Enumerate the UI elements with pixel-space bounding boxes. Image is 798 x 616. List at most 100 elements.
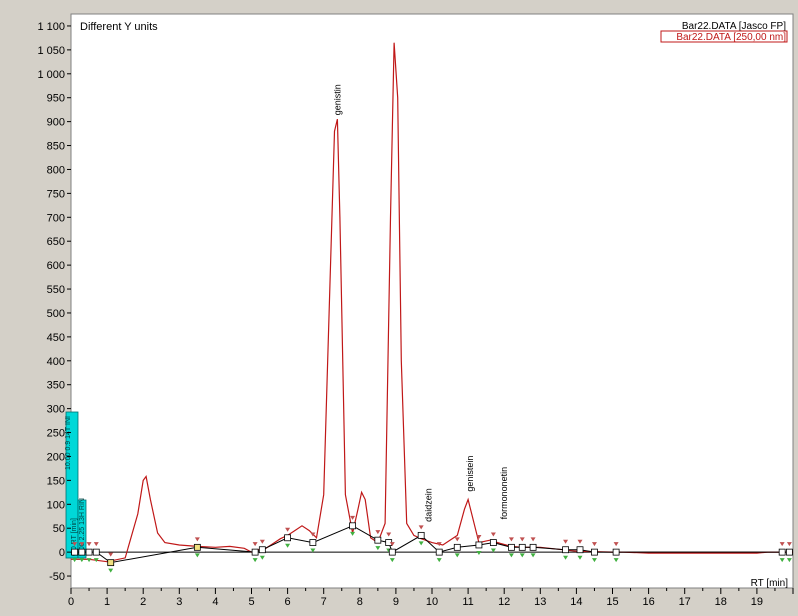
peak-marker-7[interactable] bbox=[258, 546, 266, 554]
baseline-start-marker-3 bbox=[93, 558, 99, 563]
peak-marker-25[interactable] bbox=[612, 548, 620, 556]
y-tick-label-3: 100 bbox=[47, 499, 65, 511]
baseline-start-marker-4 bbox=[108, 568, 114, 573]
peak-marker-23[interactable] bbox=[576, 546, 584, 554]
peak-marker-17[interactable] bbox=[475, 541, 483, 549]
x-tick-label-17: 17 bbox=[679, 596, 691, 608]
baseline-end-marker-14 bbox=[418, 525, 424, 530]
peak-marker-10[interactable] bbox=[349, 522, 356, 530]
baseline-end-marker-25 bbox=[613, 542, 619, 547]
y-tick-label-12: 550 bbox=[47, 284, 65, 296]
peak-marker-14[interactable] bbox=[417, 531, 425, 539]
baseline-end-marker-26 bbox=[779, 542, 785, 547]
baseline-start-marker-6 bbox=[252, 558, 258, 563]
baseline-start-marker-1 bbox=[79, 558, 85, 563]
peak-marker-1[interactable] bbox=[78, 548, 86, 556]
baseline-start-marker-15 bbox=[436, 558, 442, 563]
baseline-end-marker-10 bbox=[350, 515, 356, 520]
baseline-start-marker-9 bbox=[310, 548, 316, 553]
peak-marker-20[interactable] bbox=[518, 543, 526, 551]
peak-marker-16[interactable] bbox=[453, 543, 461, 551]
y-tick-label-8: 350 bbox=[47, 380, 65, 392]
baseline-end-marker-17 bbox=[476, 534, 482, 539]
y-tick-label-16: 750 bbox=[47, 188, 65, 200]
baseline-start-marker-23 bbox=[577, 555, 583, 560]
side-panel[interactable]: 0.0 RT [min] 10.00 0.9 14T INI 9.00 2.25… bbox=[65, 411, 87, 559]
y-tick-label-20: 950 bbox=[47, 93, 65, 105]
baseline-end-marker-16 bbox=[454, 537, 460, 542]
x-tick-label-3: 3 bbox=[176, 596, 182, 608]
baseline-end-marker-15 bbox=[436, 542, 442, 547]
y-tick-label-22: 1 050 bbox=[37, 45, 65, 57]
x-tick-label-8: 8 bbox=[357, 596, 363, 608]
y-tick-label-14: 650 bbox=[47, 236, 65, 248]
x-tick-label-14: 14 bbox=[570, 596, 582, 608]
peak-marker-19[interactable] bbox=[508, 543, 515, 551]
side-panel-label-0: 0.0 RT [min] bbox=[71, 518, 78, 556]
x-tick-label-6: 6 bbox=[285, 596, 291, 608]
peak-label-2: genistein bbox=[465, 456, 475, 492]
peak-marker-8[interactable] bbox=[284, 534, 292, 542]
peak-label-0: genistin bbox=[332, 84, 342, 115]
y-tick-label-1: 0 bbox=[59, 547, 65, 559]
baseline-start-marker-25 bbox=[613, 558, 619, 563]
y-tick-label-17: 800 bbox=[47, 164, 65, 176]
peak-marker-18[interactable] bbox=[489, 539, 497, 546]
peak-marker-2[interactable] bbox=[85, 548, 93, 556]
baseline-end-marker-21 bbox=[530, 537, 536, 542]
baseline-end-marker-5 bbox=[194, 537, 200, 542]
peak-marker-13[interactable] bbox=[388, 548, 396, 556]
annotation-layer: genistin daidzein genistein formononetin bbox=[332, 84, 509, 522]
baseline-end-marker-13 bbox=[389, 542, 395, 547]
baseline-start-marker-11 bbox=[375, 546, 381, 551]
peak-marker-15[interactable] bbox=[435, 548, 443, 556]
marker-layer bbox=[71, 515, 793, 573]
peak-marker-6[interactable] bbox=[251, 548, 259, 556]
y-tick-label-9: 400 bbox=[47, 356, 65, 368]
baseline-start-marker-5 bbox=[194, 553, 200, 558]
baseline-end-marker-8 bbox=[285, 527, 291, 532]
side-panel-bar-tall bbox=[65, 411, 79, 559]
peak-marker-9[interactable] bbox=[309, 539, 317, 546]
x-tick-label-0: 0 bbox=[68, 596, 74, 608]
y-tick-label-13: 600 bbox=[47, 260, 65, 272]
peak-marker-11[interactable] bbox=[374, 536, 382, 544]
x-tick-label-10: 10 bbox=[426, 596, 438, 608]
peak-marker-24[interactable] bbox=[591, 548, 598, 556]
baseline-end-marker-19 bbox=[508, 537, 514, 542]
peak-marker-22[interactable] bbox=[562, 546, 569, 554]
y-tick-label-7: 300 bbox=[47, 404, 65, 416]
baseline-start-marker-2 bbox=[86, 558, 92, 563]
baseline-start-marker-17 bbox=[476, 550, 482, 555]
peak-marker-4[interactable] bbox=[107, 559, 115, 567]
peak-label-1: daidzein bbox=[423, 488, 433, 522]
baseline-end-marker-6 bbox=[252, 542, 258, 547]
baseline-end-marker-18 bbox=[490, 532, 496, 537]
baseline-end-marker-22 bbox=[563, 539, 569, 544]
baseline-end-marker-9 bbox=[310, 532, 316, 537]
series-line-jasco-fp bbox=[74, 525, 790, 564]
peak-marker-21[interactable] bbox=[529, 543, 537, 551]
y-tick-label-0: -50 bbox=[49, 571, 65, 583]
y-tick-label-19: 900 bbox=[47, 117, 65, 129]
y-axis: -50 0 50 100 150 200 250 300 350 400 450 500 550 600 6… bbox=[37, 21, 71, 583]
peak-marker-3[interactable] bbox=[92, 548, 100, 556]
baseline-start-marker-10 bbox=[350, 531, 356, 536]
peak-marker-26[interactable] bbox=[778, 548, 786, 556]
baseline-end-marker-24 bbox=[591, 542, 597, 547]
y-tick-label-18: 850 bbox=[47, 141, 65, 153]
x-tick-label-18: 18 bbox=[715, 596, 727, 608]
x-tick-label-16: 16 bbox=[642, 596, 654, 608]
baseline-end-marker-7 bbox=[259, 539, 265, 544]
peak-marker-0[interactable] bbox=[71, 548, 79, 556]
legend-entry-250nm: Bar22.DATA [250,00 nm] bbox=[676, 32, 786, 43]
side-panel-label-1: 10.00 0.9 14T INI bbox=[65, 416, 72, 470]
baseline-end-marker-11 bbox=[375, 530, 381, 535]
baseline-start-marker-26 bbox=[779, 558, 785, 563]
peak-marker-5[interactable] bbox=[193, 543, 201, 551]
baseline-end-marker-12 bbox=[386, 532, 392, 537]
baseline-start-marker-20 bbox=[519, 553, 525, 558]
peak-label-3: formononetin bbox=[499, 467, 509, 520]
peak-marker-27[interactable] bbox=[785, 548, 793, 556]
